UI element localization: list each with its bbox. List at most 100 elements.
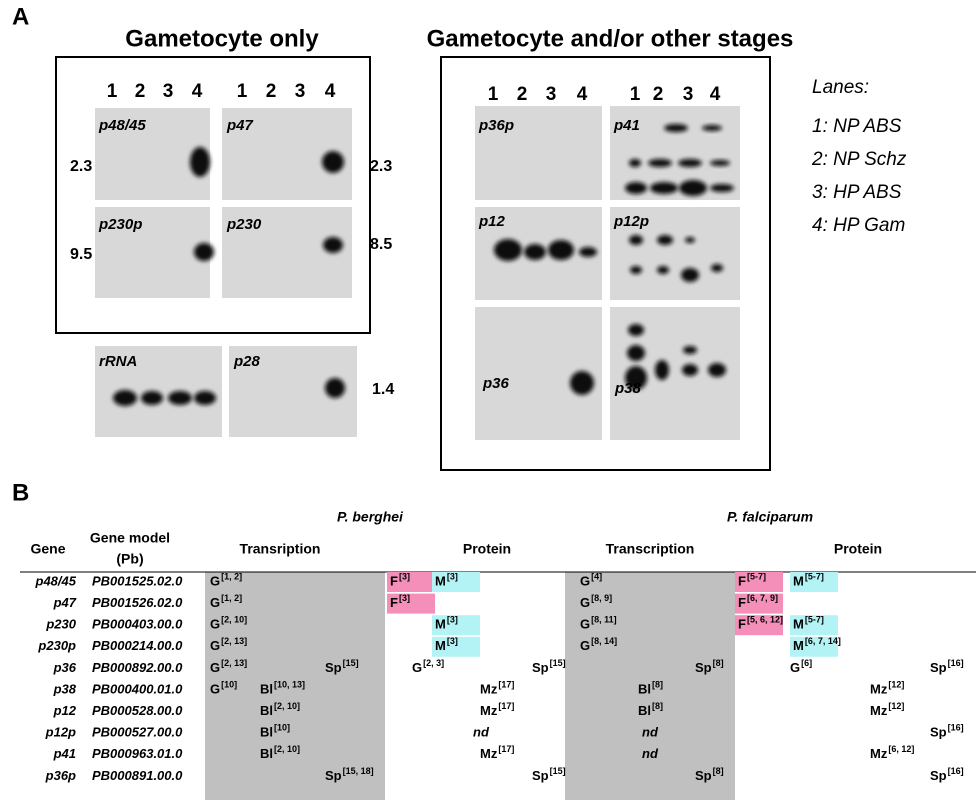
reference: [17] [498,679,514,689]
stage: G [580,617,590,632]
lane-number: 2 [266,81,277,102]
reference: [3] [399,571,410,581]
stage: G [580,595,590,610]
highlight [790,615,838,636]
reference: [5, 6, 12] [747,615,783,625]
reference: [2, 10] [274,744,300,754]
band [681,268,699,282]
band [708,363,726,377]
reference: [8] [652,701,663,711]
band [628,324,644,336]
blot-label: p36 [482,375,510,392]
lane-number: 1 [237,81,248,102]
band [141,391,163,405]
reference: [8, 14] [591,636,617,646]
reference: [6, 7, 9] [747,593,778,603]
highlight [790,572,838,592]
legend-item: 1: NP ABS [812,116,902,137]
band [113,390,137,406]
reference: [2, 3] [423,658,444,668]
stage: G [210,681,220,696]
heading: Gametocyte and/or other stages [427,25,794,52]
stage: Sp [695,768,712,783]
reference: [8] [652,679,663,689]
lane-number: 1 [488,84,499,105]
lane-number: 3 [683,84,694,105]
band [710,184,734,192]
gene: p230p [37,638,76,653]
section-shade [205,572,385,800]
blot [95,207,210,298]
stage: Sp [930,660,947,675]
stage: G [210,617,220,632]
stage: Mz [480,746,498,761]
gene-model: PB000891.00.0 [92,768,183,783]
reference: [16] [948,658,964,668]
band [711,264,723,272]
stage: M [793,573,804,588]
size-label: 2.3 [70,158,92,175]
lane-number: 2 [135,81,146,102]
blot [95,346,222,437]
header: (Pb) [116,551,143,567]
band [702,125,722,131]
reference: [1, 2] [221,571,242,581]
blot-label: p12 [478,213,506,230]
gene-model: PB000963.01.0 [92,746,183,761]
band [194,391,216,405]
size-label: 9.5 [70,246,92,263]
reference: [16] [948,766,964,776]
stage: Mz [870,703,888,718]
gene: p36p [45,768,76,783]
blot-label: p38 [614,380,642,397]
stage: Mz [870,681,888,696]
size-label: 1.4 [372,381,394,398]
lane-number: 2 [653,84,664,105]
band [570,371,594,395]
reference: [2, 13] [221,636,247,646]
band [322,151,344,173]
band [710,160,730,166]
header: Transription [240,541,321,557]
band [650,182,678,194]
gene: p12 [53,703,77,718]
blot-label: p28 [233,353,261,370]
stage: Sp [325,660,342,675]
panel-label: A [12,3,29,30]
gene: p47 [53,595,77,610]
band [323,237,343,253]
header: Protein [463,541,511,557]
band [683,346,697,354]
lane-number: 3 [163,81,174,102]
stage: M [793,638,804,653]
reference: [6, 12] [888,744,914,754]
stage: Bl [260,703,273,718]
gene-model: PB000892.00.0 [92,660,183,675]
panel-label: B [12,479,29,506]
lane-number: 4 [710,84,721,105]
highlight [735,572,783,592]
gene-model: PB001525.02.0 [92,573,183,588]
band [657,266,669,274]
reference: [8, 11] [591,615,617,625]
reference: [15] [550,766,566,776]
stage: Bl [260,725,273,740]
stage: G [412,660,422,675]
stage: Bl [638,681,651,696]
blot-label: p12p [613,213,649,230]
reference: [5-7] [805,615,824,625]
blot-label: rRNA [99,353,137,370]
blot-label: p48/45 [98,117,146,134]
stage: G [210,660,220,675]
band [524,244,546,260]
band [685,237,695,243]
stage: Mz [480,681,498,696]
stage: F [738,617,746,632]
stage: nd [473,725,490,740]
band [627,345,645,361]
gene-model: PB000527.00.0 [92,725,183,740]
stage: nd [642,746,659,761]
reference: [1, 2] [221,593,242,603]
reference: [6] [801,658,812,668]
